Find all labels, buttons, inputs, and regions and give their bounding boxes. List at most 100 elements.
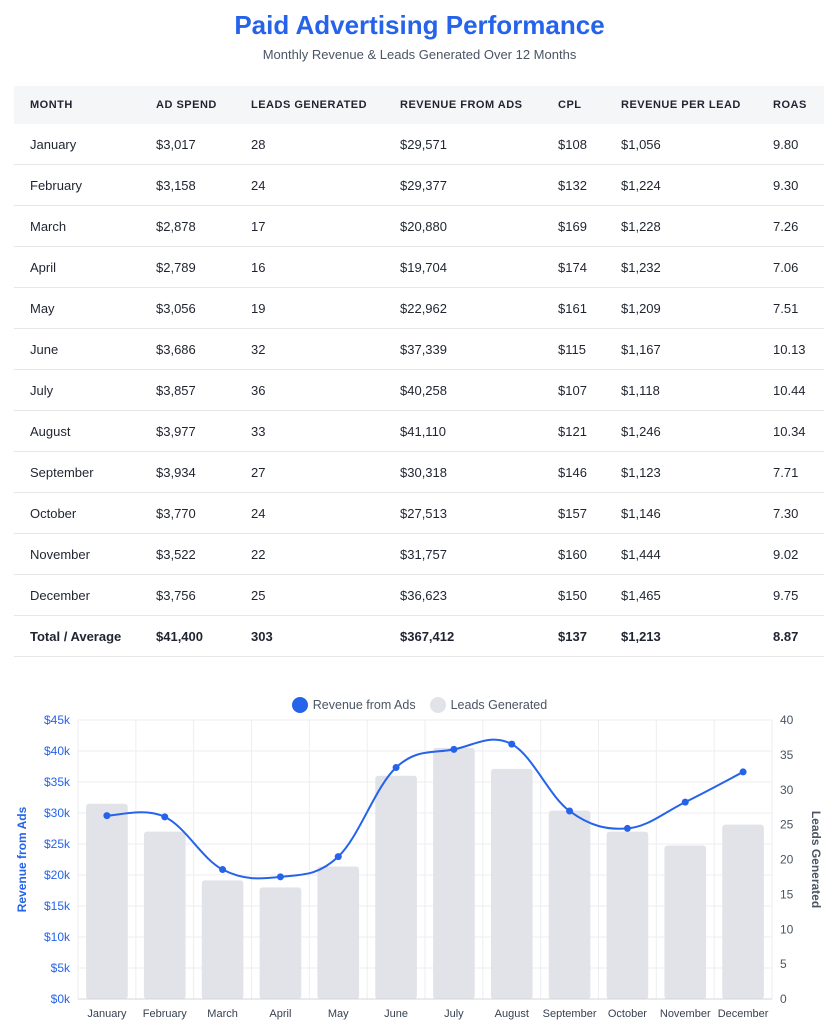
cell-revenue: $36,623 xyxy=(384,574,542,616)
y-right-tick-label: 0 xyxy=(780,992,787,1006)
point-revenue xyxy=(508,740,516,748)
cell-leads: 27 xyxy=(235,451,384,493)
cell-roas: 9.80 xyxy=(757,124,824,165)
point-revenue xyxy=(623,824,631,832)
cell-leads: 19 xyxy=(235,287,384,329)
y-left-tick-label: $20k xyxy=(44,868,71,882)
x-tick-label: October xyxy=(608,1008,647,1020)
table-row: August $3,977 33 $41,110 $121 $1,246 10.34 xyxy=(14,410,824,452)
cell-cpl: $169 xyxy=(542,205,605,247)
cell-month: July xyxy=(14,369,140,411)
point-revenue xyxy=(739,768,747,776)
x-tick-label: January xyxy=(87,1008,127,1020)
x-tick-label: March xyxy=(207,1008,238,1020)
bar-leads xyxy=(664,845,707,999)
y-left-tick-label: $25k xyxy=(44,837,71,851)
cell-roas: 10.34 xyxy=(757,410,824,452)
cell-ad-spend: $2,878 xyxy=(140,205,235,247)
cell-ad-spend: $3,770 xyxy=(140,492,235,534)
cell-cpl: $107 xyxy=(542,369,605,411)
cell-cpl: $108 xyxy=(542,124,605,165)
cell-month: February xyxy=(14,164,140,206)
cell-cpl: $161 xyxy=(542,287,605,329)
cell-revenue-per-lead: $1,228 xyxy=(605,205,757,247)
x-tick-label: July xyxy=(444,1008,464,1020)
cell-revenue-per-lead: $1,118 xyxy=(605,369,757,411)
bar-leads xyxy=(86,803,128,999)
column-header-revenue-per-lead: REVENUE PER LEAD xyxy=(605,86,757,124)
cell-leads: 24 xyxy=(235,492,384,534)
y-right-tick-label: 30 xyxy=(780,783,794,797)
cell-leads: 32 xyxy=(235,328,384,370)
cell-revenue: $20,880 xyxy=(384,205,542,247)
cell-cpl: $160 xyxy=(542,533,605,575)
point-revenue xyxy=(103,812,111,820)
cell-ad-spend: $3,522 xyxy=(140,533,235,575)
cell-month: December xyxy=(14,574,140,616)
bar-leads xyxy=(143,831,186,999)
cell-ad-spend: $3,158 xyxy=(140,164,235,206)
bar-leads xyxy=(490,768,533,999)
y-right-tick-label: 40 xyxy=(780,713,794,727)
cell-revenue: $40,258 xyxy=(384,369,542,411)
total-cell-revenue: $367,412 xyxy=(384,615,542,657)
point-revenue xyxy=(334,853,342,861)
cell-revenue-per-lead: $1,224 xyxy=(605,164,757,206)
table-header-row: MONTH AD SPEND LEADS GENERATED REVENUE F… xyxy=(14,86,824,124)
cell-roas: 10.44 xyxy=(757,369,824,411)
column-header-revenue: REVENUE FROM ADS xyxy=(384,86,542,124)
cell-roas: 7.51 xyxy=(757,287,824,329)
table-row: March $2,878 17 $20,880 $169 $1,228 7.26 xyxy=(14,205,824,247)
y-left-tick-label: $40k xyxy=(44,744,71,758)
total-cell-month: Total / Average xyxy=(14,615,140,657)
cell-cpl: $150 xyxy=(542,574,605,616)
x-tick-label: May xyxy=(328,1008,349,1020)
point-revenue xyxy=(392,763,400,771)
table-row: July $3,857 36 $40,258 $107 $1,118 10.44 xyxy=(14,369,824,411)
cell-leads: 17 xyxy=(235,205,384,247)
cell-month: March xyxy=(14,205,140,247)
y-left-tick-label: $30k xyxy=(44,806,71,820)
legend-item-revenue[interactable]: Revenue from Ads xyxy=(291,697,416,713)
cell-revenue-per-lead: $1,209 xyxy=(605,287,757,329)
y-right-tick-label: 25 xyxy=(780,818,794,832)
total-cell-revenue-per-lead: $1,213 xyxy=(605,615,757,657)
cell-revenue-per-lead: $1,167 xyxy=(605,328,757,370)
y-right-tick-label: 20 xyxy=(780,853,794,867)
cell-ad-spend: $3,756 xyxy=(140,574,235,616)
cell-revenue: $37,339 xyxy=(384,328,542,370)
cell-revenue: $29,377 xyxy=(384,164,542,206)
legend-item-leads[interactable]: Leads Generated xyxy=(429,697,547,713)
y-right-axis-title: Leads Generated xyxy=(809,811,823,908)
bar-leads xyxy=(722,824,764,999)
cell-month: October xyxy=(14,492,140,534)
y-right-tick-label: 5 xyxy=(780,957,787,971)
table-row: September $3,934 27 $30,318 $146 $1,123 7.71 xyxy=(14,451,824,493)
y-left-tick-label: $15k xyxy=(44,899,71,913)
cell-roas: 10.13 xyxy=(757,328,824,370)
cell-revenue: $41,110 xyxy=(384,410,542,452)
table-row: November $3,522 22 $31,757 $160 $1,444 9.02 xyxy=(14,533,824,575)
cell-ad-spend: $2,789 xyxy=(140,246,235,288)
legend-swatch-revenue xyxy=(291,697,308,713)
cell-revenue-per-lead: $1,465 xyxy=(605,574,757,616)
bar-leads xyxy=(375,775,417,999)
legend-label-revenue: Revenue from Ads xyxy=(312,698,416,712)
point-revenue xyxy=(161,813,169,821)
total-cell-cpl: $137 xyxy=(542,615,605,657)
cell-cpl: $121 xyxy=(542,410,605,452)
cell-revenue: $22,962 xyxy=(384,287,542,329)
cell-revenue-per-lead: $1,056 xyxy=(605,124,757,165)
y-right-tick-label: 15 xyxy=(780,887,794,901)
cell-month: September xyxy=(14,451,140,493)
bar-leads xyxy=(548,810,591,999)
cell-revenue: $19,704 xyxy=(384,246,542,288)
bar-leads xyxy=(433,747,475,999)
x-tick-label: September xyxy=(543,1008,597,1020)
cell-leads: 24 xyxy=(235,164,384,206)
cell-roas: 9.75 xyxy=(757,574,824,616)
cell-month: August xyxy=(14,410,140,452)
cell-cpl: $115 xyxy=(542,328,605,370)
cell-roas: 7.71 xyxy=(757,451,824,493)
cell-roas: 9.30 xyxy=(757,164,824,206)
